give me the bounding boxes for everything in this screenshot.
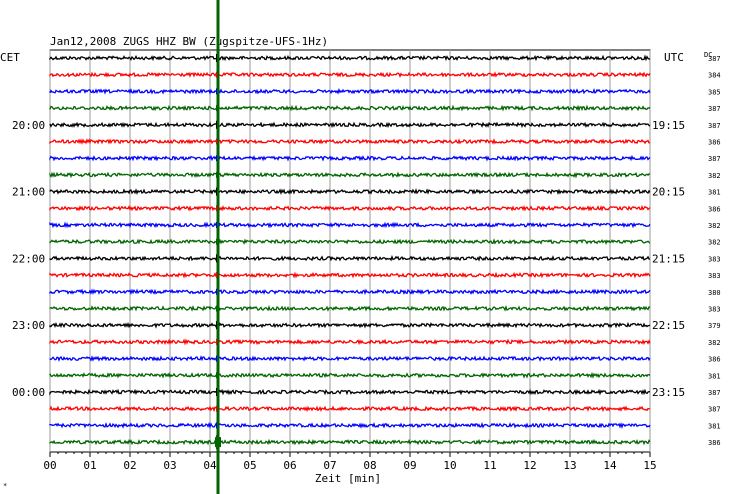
dc-value: 387	[708, 105, 721, 113]
trace-line	[49, 138, 651, 145]
x-tick-label: 03	[163, 459, 176, 472]
utc-hour-labels: 19:15 20:15 21:15 22:15 23:15	[652, 119, 685, 399]
seismic-traces	[49, 54, 651, 446]
dc-value: 387	[708, 406, 721, 414]
cet-hour-label: 21:00	[12, 186, 45, 199]
dc-value: 386	[708, 139, 721, 147]
dc-value: 382	[708, 239, 721, 247]
x-axis-ticks: 00 01 02 03 04 05 06 07 08 09 10 11 12 13 14 15	[43, 452, 657, 472]
x-tick-label: 00	[43, 459, 56, 472]
x-tick-label: 13	[563, 459, 576, 472]
x-tick-label: 07	[323, 459, 336, 472]
dc-value: 387	[708, 155, 721, 163]
utc-hour-label: 19:15	[652, 119, 685, 132]
dc-column-label: DC	[704, 51, 712, 59]
cet-hour-label: 00:00	[12, 386, 45, 399]
trace-line	[49, 288, 651, 296]
dc-value: 381	[708, 422, 721, 430]
x-tick-label: 11	[483, 459, 496, 472]
dc-value: 386	[708, 205, 721, 213]
dc-value: 386	[708, 356, 721, 364]
x-tick-label: 15	[643, 459, 656, 472]
cet-hour-label: 23:00	[12, 319, 45, 332]
event-marker	[215, 0, 221, 494]
corner-mark: *	[3, 482, 7, 490]
x-tick-label: 14	[603, 459, 617, 472]
x-tick-label: 01	[83, 459, 96, 472]
x-tick-label: 05	[243, 459, 256, 472]
x-tick-label: 02	[123, 459, 136, 472]
cet-hour-label: 20:00	[12, 119, 45, 132]
trace-line	[49, 405, 651, 413]
dc-value: 382	[708, 339, 721, 347]
dc-value: 387	[708, 122, 721, 130]
dc-value: 380	[708, 289, 721, 297]
chart-title: Jan12,2008 ZUGS HHZ BW (Zugspitze-UFS-1H…	[50, 35, 328, 48]
trace-line	[49, 221, 651, 229]
utc-hour-label: 22:15	[652, 319, 685, 332]
dc-value: 383	[708, 272, 721, 280]
cet-timezone-label: CET	[0, 51, 20, 64]
utc-timezone-label: UTC	[664, 51, 684, 64]
trace-line	[49, 304, 651, 312]
trace-line	[49, 188, 651, 196]
trace-line	[49, 421, 651, 430]
trace-line	[49, 338, 651, 346]
dc-offset-values: 387 384 385 387 387 386 387 382 381 386 382 382 383 3…	[708, 55, 721, 447]
dc-value: 387	[708, 389, 721, 397]
dc-value: 382	[708, 172, 721, 180]
trace-line	[49, 438, 651, 446]
trace-line	[49, 104, 651, 112]
x-tick-label: 06	[283, 459, 296, 472]
x-tick-label: 09	[403, 459, 416, 472]
trace-line	[49, 321, 651, 329]
dc-value: 381	[708, 372, 721, 380]
trace-line	[49, 371, 651, 379]
trace-line	[49, 238, 651, 246]
x-tick-label: 12	[523, 459, 536, 472]
trace-line	[49, 171, 651, 179]
event-burst	[215, 437, 221, 448]
dc-value: 383	[708, 255, 721, 263]
dc-value: 383	[708, 306, 721, 314]
trace-line	[49, 204, 651, 212]
cet-hour-label: 22:00	[12, 252, 45, 265]
x-axis-label: Zeit [min]	[315, 472, 381, 485]
dc-value: 379	[708, 322, 721, 330]
dc-value: 381	[708, 189, 721, 197]
trace-line	[49, 271, 651, 279]
trace-line	[49, 254, 651, 262]
trace-line	[49, 355, 651, 362]
dc-value: 385	[708, 88, 721, 96]
cet-hour-labels: 20:00 21:00 22:00 23:00 00:00	[12, 119, 45, 399]
utc-hour-label: 20:15	[652, 186, 685, 199]
utc-hour-label: 23:15	[652, 386, 685, 399]
x-tick-label: 08	[363, 459, 376, 472]
x-tick-label: 10	[443, 459, 456, 472]
x-tick-label: 04	[203, 459, 217, 472]
dc-value: 384	[708, 72, 721, 80]
dc-value: 386	[708, 439, 721, 447]
trace-line	[49, 388, 651, 396]
trace-line	[49, 54, 651, 62]
trace-line	[49, 71, 651, 78]
minute-grid	[49, 50, 651, 452]
trace-line	[49, 87, 651, 95]
trace-line	[49, 121, 651, 129]
utc-hour-label: 21:15	[652, 252, 685, 265]
trace-line	[49, 154, 651, 162]
dc-value: 387	[708, 55, 721, 63]
dc-value: 382	[708, 222, 721, 230]
